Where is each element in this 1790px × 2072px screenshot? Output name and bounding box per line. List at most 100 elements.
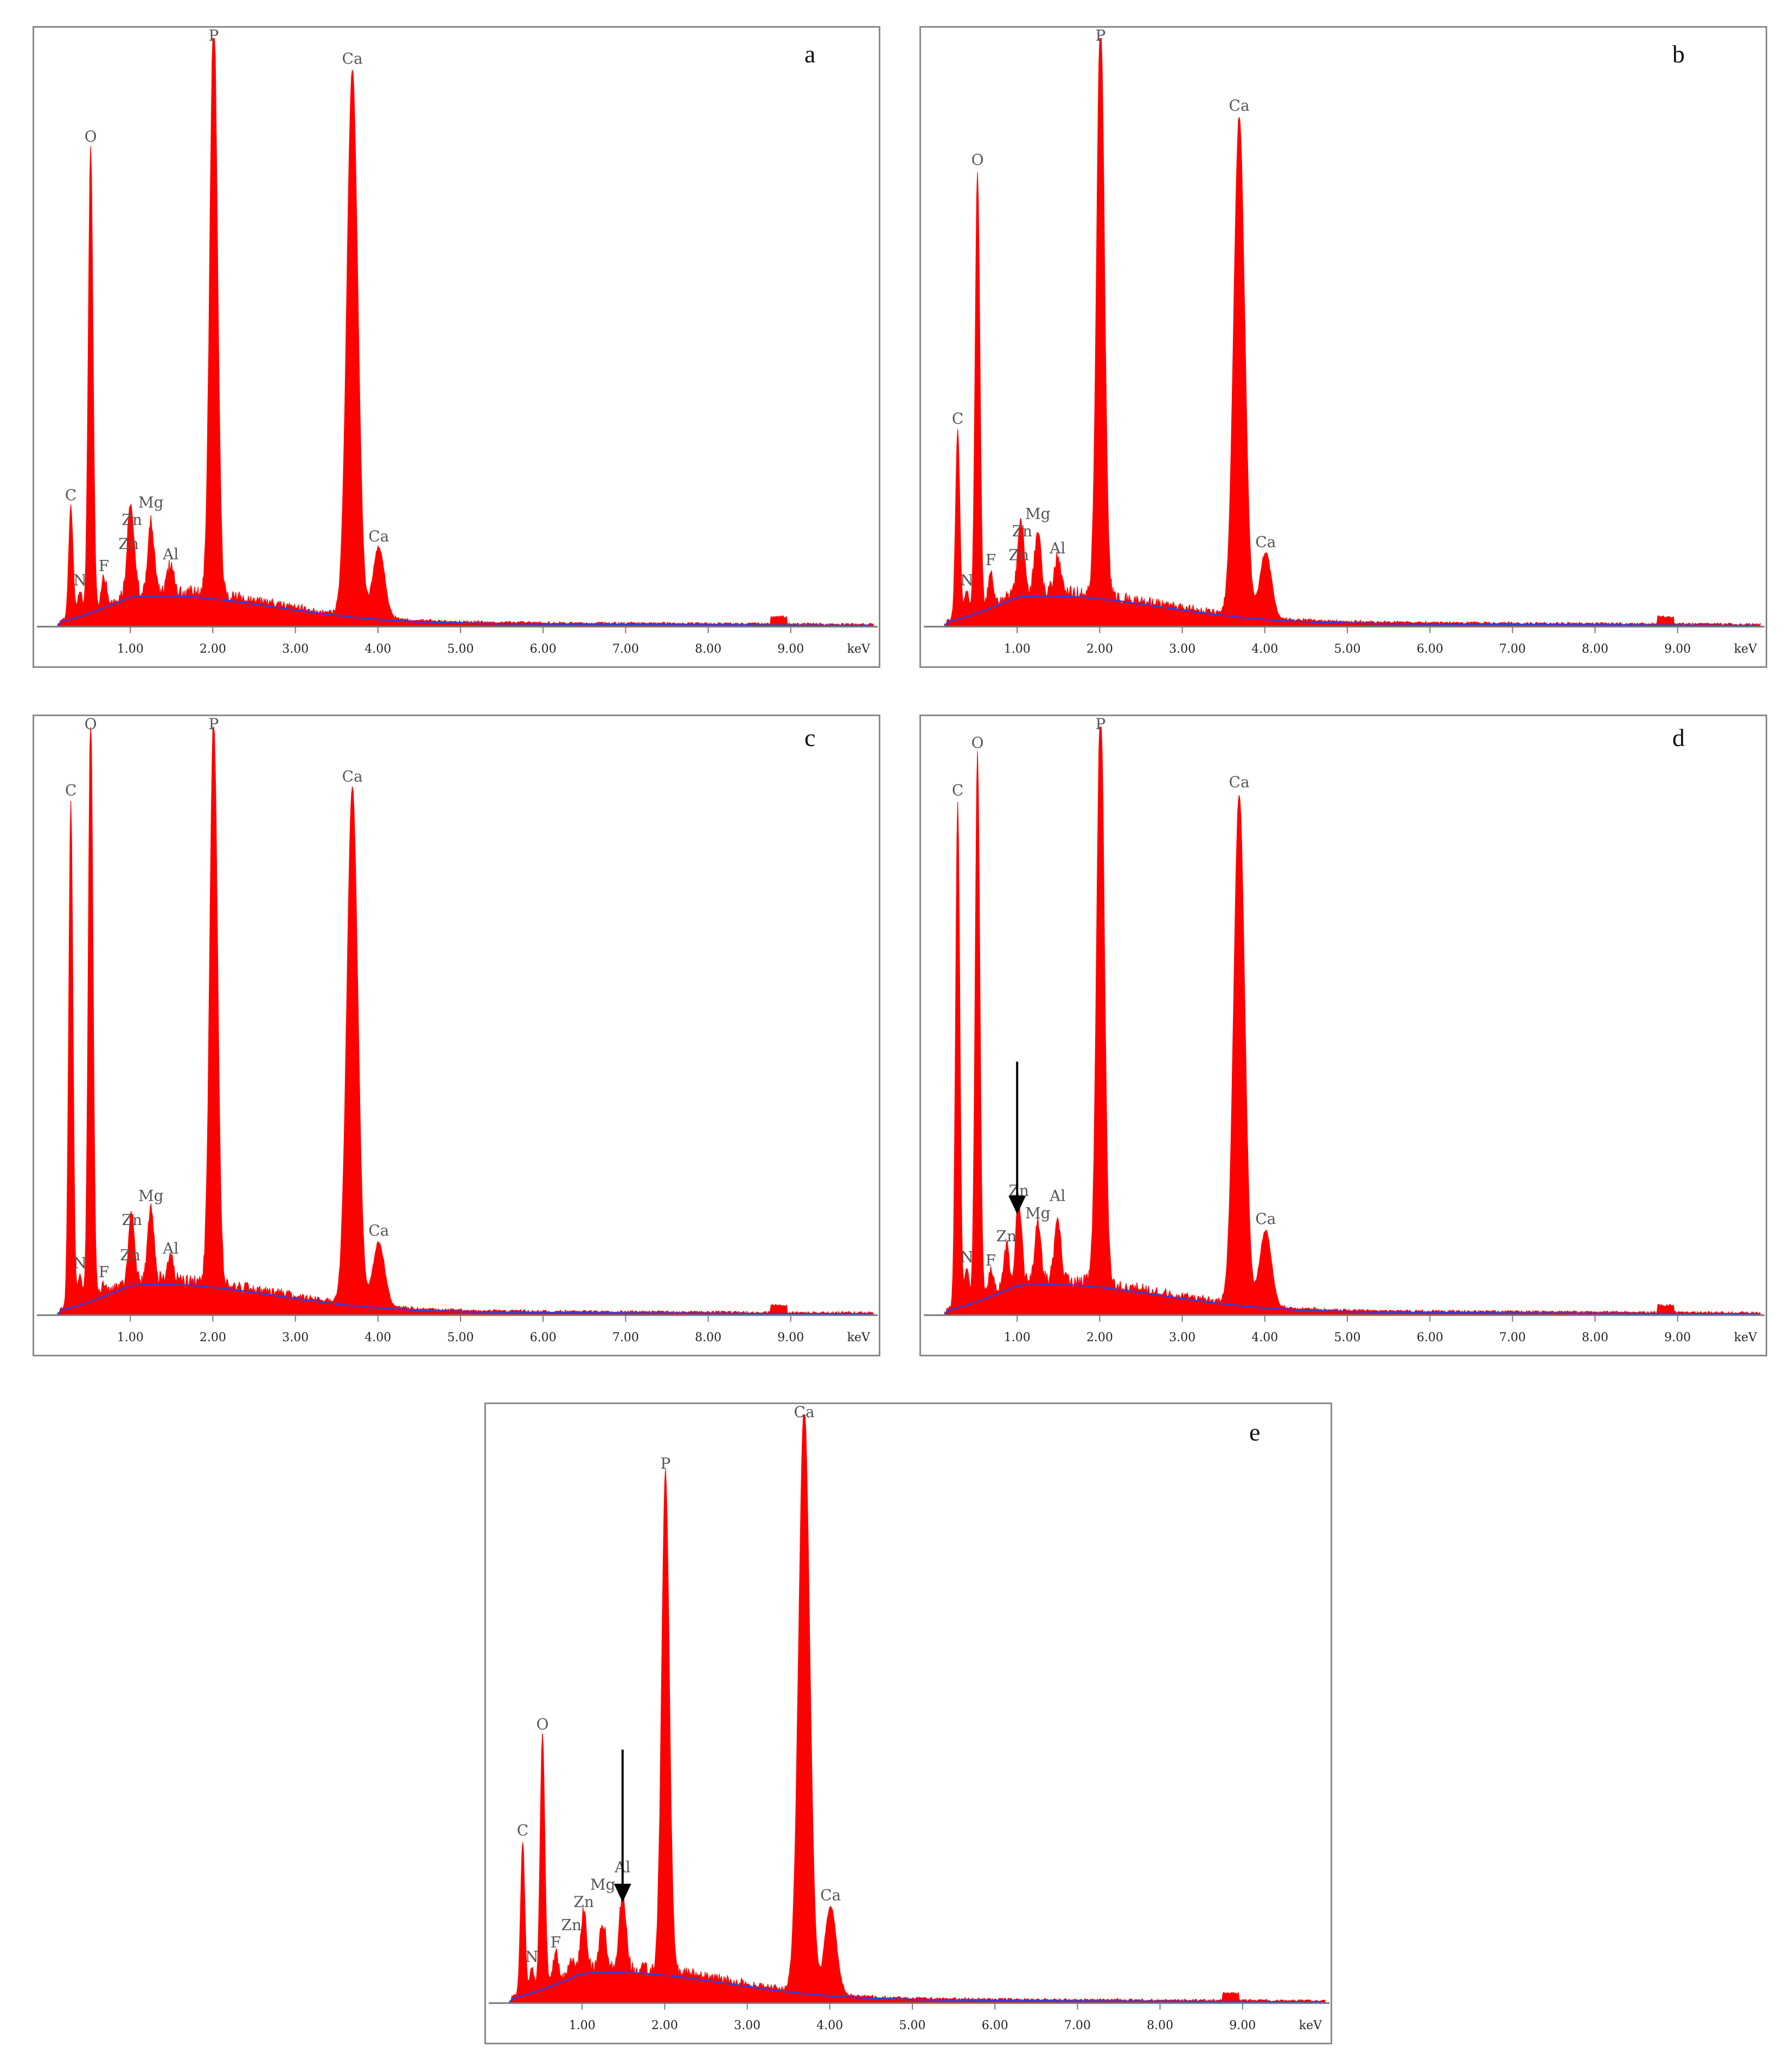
x-tick-label: 1.00 (1004, 1331, 1031, 1344)
peak-label-al: Al (162, 1240, 178, 1258)
peak-label-p: P (661, 1455, 671, 1472)
peak-label-n: N (960, 1248, 974, 1266)
x-tick-label: 9.00 (1229, 2019, 1256, 2032)
x-tick-label: 9.00 (1664, 1331, 1691, 1344)
peak-label-mg: Mg (138, 1187, 164, 1204)
x-tick-label: 6.00 (982, 2019, 1008, 2032)
peak-label-p: P (209, 28, 219, 44)
panel-label: a (804, 40, 816, 68)
x-axis-unit: keV (1734, 1331, 1757, 1344)
peak-label-mg: Mg (138, 493, 164, 511)
panel-label: b (1672, 40, 1685, 68)
peak-label-zn: Zn (122, 1211, 142, 1229)
annotation-arrow (613, 1749, 631, 1903)
x-tick-label: 5.00 (1334, 1331, 1361, 1344)
x-tick-label: 3.00 (1169, 642, 1196, 656)
spectrum-panel-c: c 1.00 2.00 3.00 4.00 5.00 6.00 7.00 8.00 9.00 keV… (33, 715, 880, 1356)
peak-label-n: N (960, 571, 974, 589)
peak-label-mg: Mg (1025, 505, 1051, 523)
x-axis-unit: keV (1734, 642, 1757, 656)
peak-label-ca: Ca (820, 1886, 841, 1904)
peak-label-mg: Mg (590, 1876, 616, 1894)
x-tick-label: 5.00 (1334, 642, 1361, 656)
x-tick-label: 6.00 (530, 1331, 557, 1344)
x-tick-label: 4.00 (365, 1331, 391, 1344)
spectrum-area (509, 1414, 1326, 2003)
peak-label-o: O (971, 734, 984, 751)
x-tick-label: 5.00 (448, 1331, 474, 1344)
spectrum-panel-b: b 1.00 2.00 3.00 4.00 5.00 6.00 7.00 8.00 9.00 keV… (919, 26, 1767, 668)
x-tick-label: 2.00 (651, 2019, 678, 2032)
panel-label: e (1249, 1418, 1261, 1446)
peak-label-f: F (986, 1251, 996, 1269)
peak-label-f: F (99, 557, 109, 575)
peak-label-ca: Ca (1255, 1210, 1276, 1228)
peak-label-ca: Ca (794, 1404, 815, 1421)
spectrum-panel-a: a 1.00 2.00 3.00 4.00 5.00 6.00 7.00 8.00 9.00 keV… (33, 26, 880, 668)
peak-label-f: F (551, 1934, 561, 1952)
x-tick-label: 1.00 (1004, 642, 1031, 656)
peak-label-f: F (99, 1263, 109, 1281)
peak-label-zn: Zn (573, 1893, 594, 1911)
spectrum-plot: 1.00 2.00 3.00 4.00 5.00 6.00 7.00 8.00 9.00 keV C… (924, 28, 1765, 656)
x-tick-label: 3.00 (734, 2019, 760, 2032)
background-fit-curve (944, 1284, 1758, 1315)
x-tick-label: 2.00 (200, 1331, 226, 1344)
x-tick-label: 3.00 (282, 1331, 309, 1344)
peak-label-zn: Zn (118, 535, 139, 553)
x-tick-label: 2.00 (200, 642, 226, 656)
peak-label-c: C (952, 410, 963, 428)
x-tick-label: 4.00 (365, 642, 391, 656)
x-tick-label: 1.00 (117, 642, 144, 656)
peak-label-zn: Zn (1012, 522, 1033, 540)
peak-label-c: C (952, 781, 963, 799)
x-tick-label: 8.00 (1582, 1331, 1608, 1344)
peak-label-n: N (73, 1254, 87, 1272)
peak-label-o: O (536, 1715, 549, 1733)
x-tick-label: 6.00 (1417, 642, 1443, 656)
spectrum-plot: 1.00 2.00 3.00 4.00 5.00 6.00 7.00 8.00 9.00 keV C… (37, 28, 878, 656)
peak-label-ca: Ca (342, 49, 363, 67)
peak-label-p: P (209, 716, 219, 733)
peak-label-n: N (73, 571, 87, 589)
background-fit-curve (509, 1972, 1323, 2003)
peak-label-zn: Zn (561, 1916, 582, 1934)
peak-label-zn: Zn (120, 1246, 140, 1264)
x-tick-label: 7.00 (612, 642, 639, 656)
x-tick-label: 8.00 (1582, 642, 1608, 656)
peak-label-al: Al (162, 545, 178, 563)
peak-label-ca: Ca (368, 1222, 389, 1240)
peak-label-ca: Ca (1229, 773, 1250, 791)
x-tick-label: 3.00 (1169, 1331, 1196, 1344)
x-tick-label: 3.00 (282, 642, 309, 656)
peak-label-o: O (85, 127, 97, 145)
x-tick-label: 9.00 (777, 642, 804, 656)
x-tick-label: 7.00 (1064, 2019, 1091, 2032)
spectrum-area (57, 38, 874, 627)
background-fit-curve (57, 595, 871, 627)
background-fit-curve (944, 595, 1758, 627)
x-tick-label: 1.00 (117, 1331, 144, 1344)
x-tick-label: 9.00 (777, 1331, 804, 1344)
x-tick-label: 8.00 (1147, 2019, 1173, 2032)
x-tick-label: 7.00 (1499, 642, 1526, 656)
peak-label-ca: Ca (368, 527, 389, 545)
x-tick-label: 9.00 (1664, 642, 1691, 656)
spectrum-area (944, 38, 1761, 626)
x-tick-label: 4.00 (1251, 1331, 1278, 1344)
peak-label-zn: Zn (996, 1227, 1017, 1245)
peak-label-o: O (85, 716, 97, 733)
spectrum-plot: 1.00 2.00 3.00 4.00 5.00 6.00 7.00 8.00 9.00 keV C… (924, 716, 1765, 1344)
x-axis-unit: keV (847, 642, 871, 656)
peak-label-f: F (986, 551, 996, 569)
x-tick-label: 8.00 (695, 1331, 721, 1344)
peak-label-al: Al (1049, 1187, 1065, 1205)
x-tick-label: 6.00 (530, 642, 557, 656)
peak-label-mg: Mg (1025, 1204, 1051, 1222)
spectrum-area (944, 726, 1761, 1315)
peak-label-o: O (971, 151, 984, 169)
spectrum-panel-e: e 1.00 2.00 3.00 4.00 5.00 6.00 7.00 8.00 9.00 keV… (484, 1402, 1332, 2044)
x-tick-label: 5.00 (899, 2019, 926, 2032)
x-axis-unit: keV (847, 1331, 871, 1344)
x-tick-label: 4.00 (1251, 642, 1278, 656)
